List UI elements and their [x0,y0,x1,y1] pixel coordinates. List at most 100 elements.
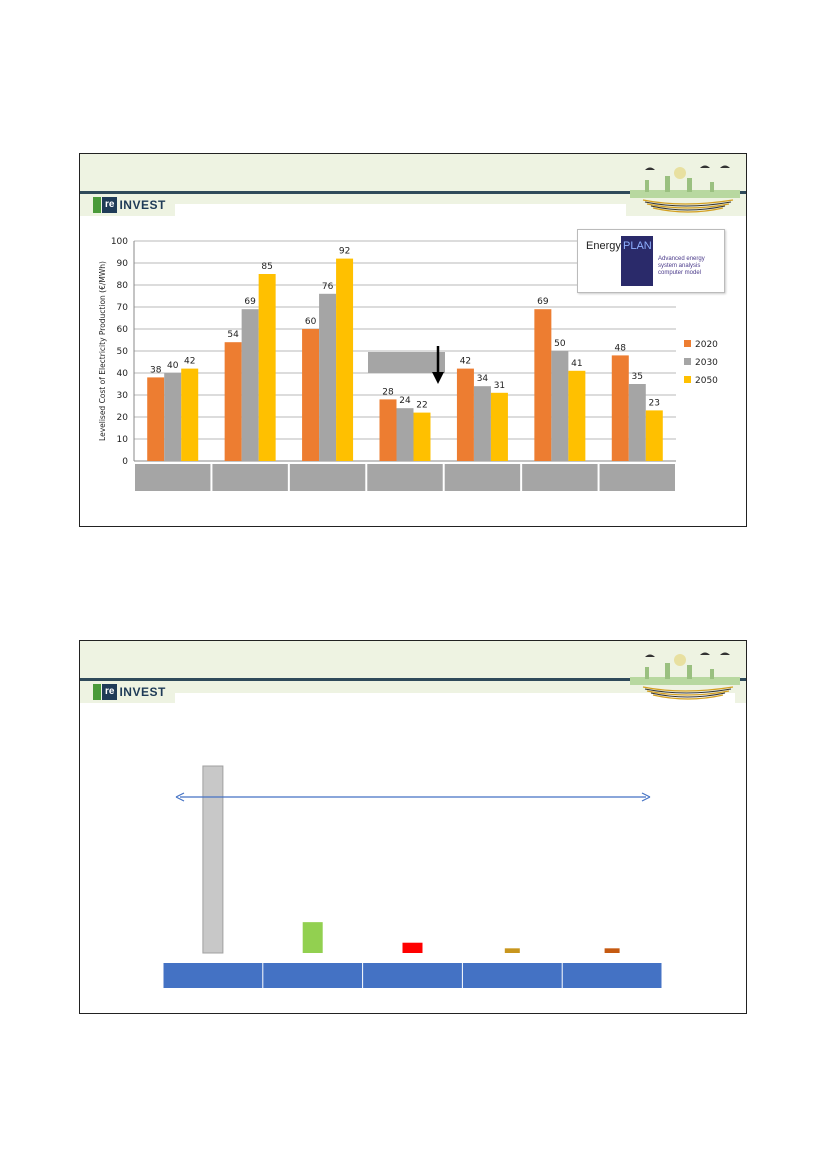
slide-2: re INVEST [79,640,747,1014]
relative-bar-chart [163,765,662,988]
data-label: 42 [460,357,471,367]
header-band [80,641,746,679]
bar-2030 [241,309,259,461]
bar-2020 [379,399,397,461]
data-label: 35 [632,372,643,382]
legend-swatch-2020 [684,340,691,347]
data-label: 50 [554,339,566,349]
category-label-box [212,464,288,491]
data-label: 69 [244,297,256,307]
bar-2050 [336,258,354,461]
energyplan-plan-box [621,236,653,286]
data-label: 24 [399,396,411,406]
y-tick-label: 90 [117,259,129,269]
bar-2050 [258,274,276,461]
city-illustration [630,652,740,700]
data-label: 69 [537,297,549,307]
legend-swatch-2050 [684,376,691,383]
category-label-box [289,464,366,491]
bar-2020 [611,355,629,461]
logo-badge: re [102,684,118,700]
category-label-box [263,963,363,988]
data-label: 34 [477,374,489,384]
energyplan-word: Energy [586,240,621,252]
data-label: 28 [382,387,394,397]
data-label: 42 [184,357,195,367]
y-tick-label: 70 [117,303,129,313]
data-label: 48 [615,343,627,353]
bar-2050 [490,392,508,461]
category-label-box [163,963,263,988]
y-tick-label: 60 [117,325,129,335]
data-label: 92 [339,247,350,257]
legend-label: 2030 [695,358,718,368]
bar-2050 [568,370,586,461]
city-illustration [630,165,740,213]
data-label: 31 [494,381,505,391]
y-tick-label: 10 [117,435,129,445]
logo-mark [93,684,101,700]
logo-word: INVEST [119,685,166,699]
header-rule [80,678,746,681]
y-tick-label: 100 [111,237,128,247]
span-arrow-right-head [641,792,651,802]
bar [302,922,323,953]
bar-2050 [181,368,199,461]
logo-word: INVEST [119,198,166,212]
bar [402,942,423,953]
data-label: 41 [571,359,582,369]
bar [504,948,520,953]
header-rule [80,191,746,194]
logo-badge: re [102,197,118,213]
category-label-box [522,464,598,491]
category-label-box [135,464,211,491]
bar-2030 [628,384,646,461]
data-label: 38 [150,365,162,375]
data-label: 76 [322,282,334,292]
annotation-arrow-head [432,372,444,384]
bar-2050 [413,412,431,461]
category-label-box [367,464,443,491]
logo-mark [93,197,101,213]
y-tick-label: 20 [117,413,129,423]
reinvest-logo: re INVEST [93,196,166,214]
category-label-box [363,963,462,988]
category-label-box [462,963,562,988]
annotation-box [368,352,445,373]
energyplan-plan: PLAN [623,240,652,252]
header-band [80,154,746,192]
bar-2030 [551,351,569,461]
bar-2030 [473,386,491,461]
legend-label: 2050 [695,376,718,386]
category-label-box [444,464,521,491]
energyplan-logo: Energy PLAN Advanced energy system analy… [577,229,725,293]
data-label: 40 [167,361,179,371]
bar-2020 [456,368,474,461]
energyplan-subtitle: Advanced energy system analysis computer… [658,256,705,276]
y-tick-label: 40 [117,369,129,379]
y-tick-label: 0 [122,457,128,467]
y-tick-label: 80 [117,281,129,291]
bar-2030 [396,408,414,461]
y-tick-label: 30 [117,391,129,401]
bar-2020 [147,377,165,461]
y-axis-title: Levelised Cost of Electricity Production… [98,261,107,441]
legend-swatch-2030 [684,358,691,365]
subheader-gap [175,204,626,218]
span-arrow-left-head [175,792,185,802]
bar [604,948,620,953]
bar-2020 [224,342,242,461]
data-label: 23 [649,398,660,408]
category-label-box [562,963,662,988]
data-label: 22 [416,401,427,411]
data-label: 54 [227,330,239,340]
legend-label: 2020 [695,340,718,350]
bar-2050 [645,410,663,461]
bar-2020 [534,309,552,461]
data-label: 85 [261,262,272,272]
reinvest-logo: re INVEST [93,683,166,701]
data-label: 60 [305,317,317,327]
bar [202,765,224,954]
bar-2030 [164,373,182,461]
